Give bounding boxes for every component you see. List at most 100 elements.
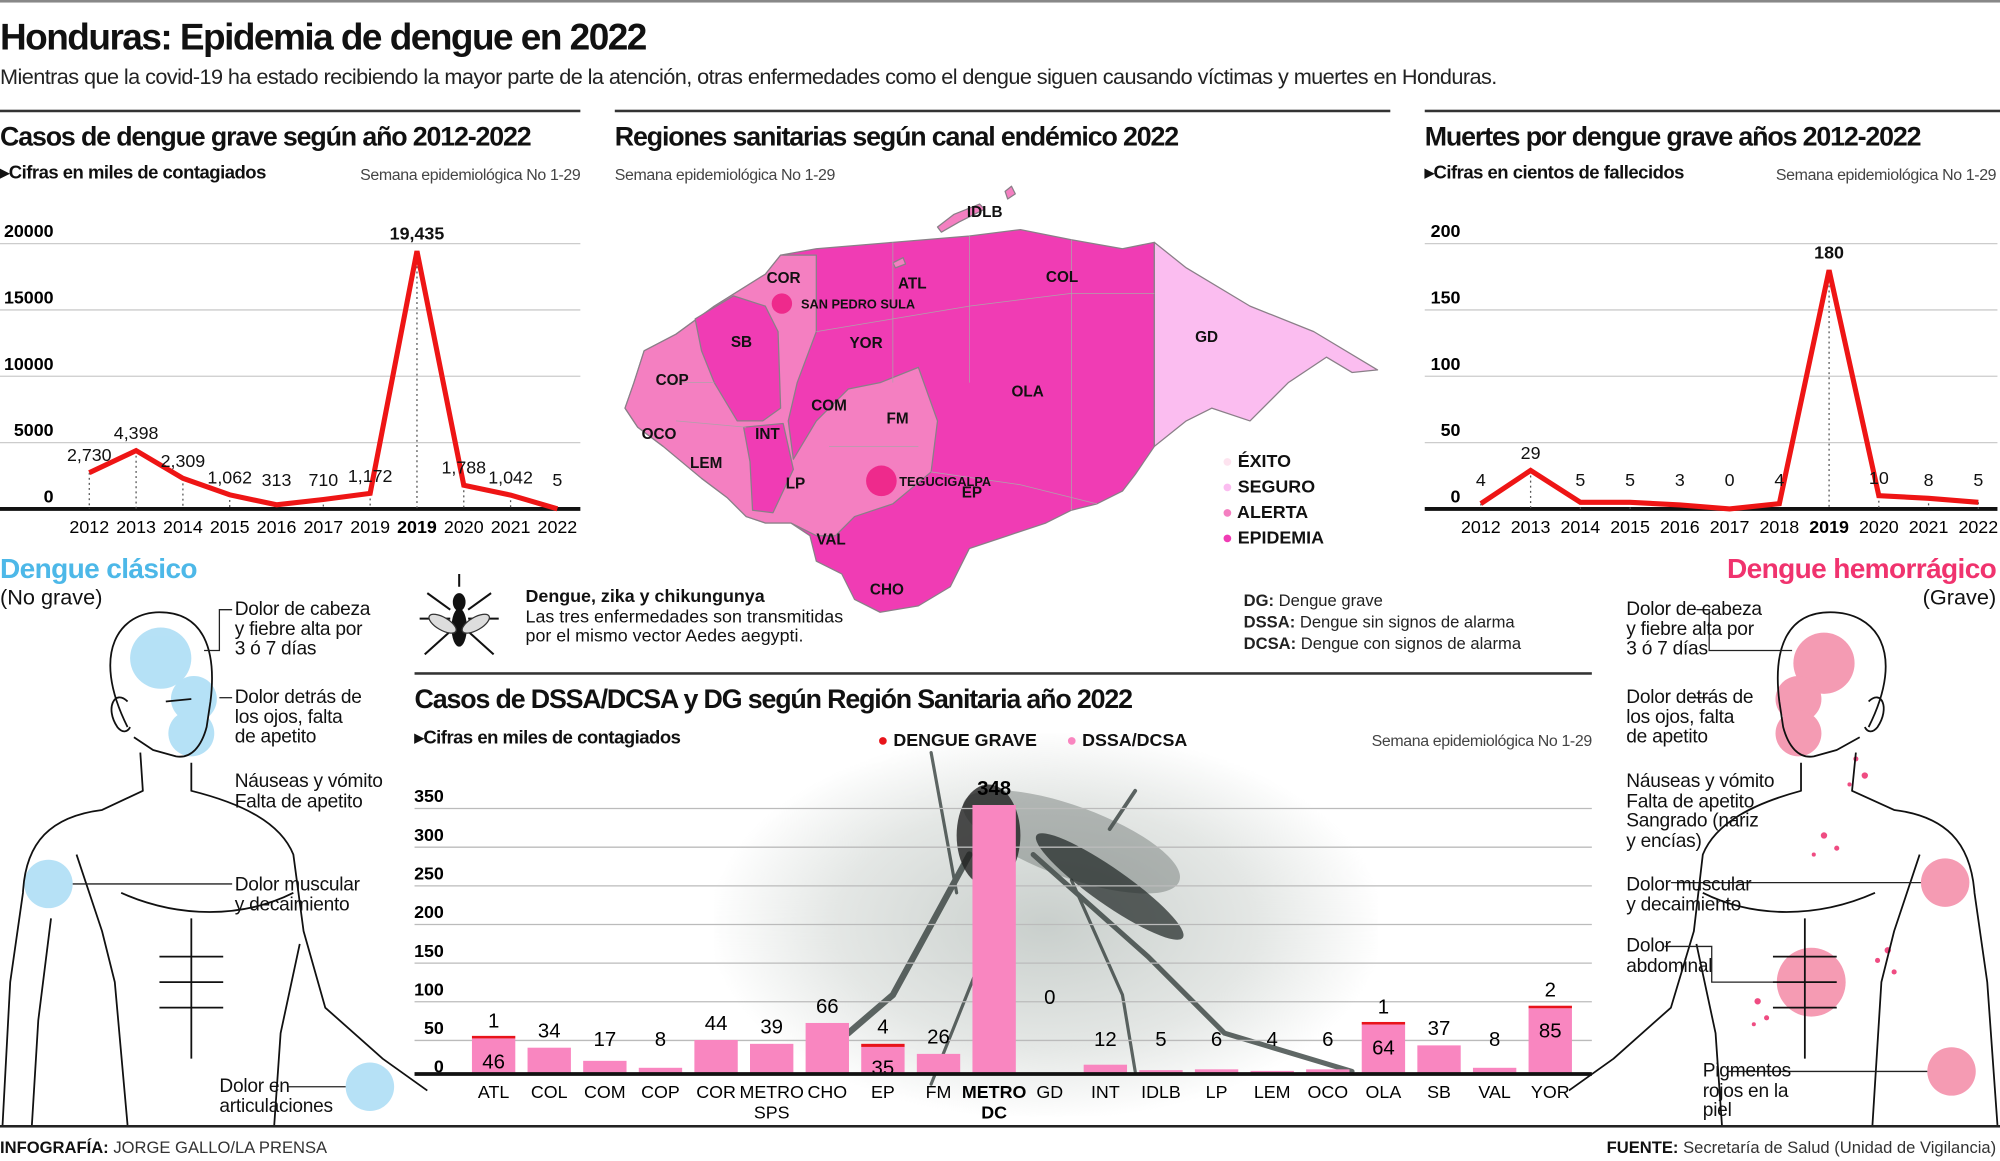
vector-note: Dengue, zika y chikungunya Las tres enfe…: [525, 585, 844, 646]
triangle-icon: ▸: [0, 163, 9, 184]
data-label: 10: [1869, 468, 1889, 488]
data-label: 5: [1973, 470, 1983, 490]
dg-label: 2: [1545, 980, 1556, 1002]
bar-dengue-grave: [861, 1043, 905, 1047]
data-label: 180: [1814, 243, 1844, 263]
region-label: FM: [886, 410, 908, 427]
y-tick-label: 15000: [4, 288, 54, 308]
x-tick-label: 2018: [1759, 517, 1799, 537]
map-title: Regiones sanitarias según canal endémico…: [614, 122, 1179, 152]
dg-label: 1: [488, 1010, 499, 1032]
cases-line-chart: 20000 15000 10000 5000 0 2,730 2012 4,398 2013 2,…: [0, 221, 581, 537]
section-divider: [614, 109, 1391, 113]
x-tick-label: 2020: [1859, 517, 1899, 537]
x-tick-label: YOR: [1531, 1082, 1570, 1102]
legend-item-exito: ● ÉXITO: [1221, 450, 1291, 471]
abbreviation-definitions: DG: Dengue grave DSSA: Dengue sin signos…: [1244, 589, 1521, 654]
legend-dssa-dcsa: ● DSSA/DCSA: [1066, 729, 1188, 750]
bar-dssa-dcsa: [972, 804, 1016, 1074]
y-tick-label: 20000: [4, 221, 54, 241]
symptom-area-skin: [1927, 1047, 1976, 1096]
dssa-label: 348: [977, 778, 1011, 800]
data-label: 313: [262, 470, 292, 490]
region-label: COL: [1046, 269, 1078, 286]
x-tick-label: METRO: [739, 1082, 804, 1102]
x-tick-label: 2012: [69, 517, 109, 537]
bar-dengue-grave: [1361, 1021, 1406, 1025]
data-label: 1,172: [348, 466, 393, 486]
dssa-label: 6: [1322, 1029, 1333, 1051]
dssa-label: 34: [538, 1020, 561, 1042]
y-tick-label: 150: [1431, 288, 1461, 308]
bar-dssa-dcsa: [1528, 1008, 1572, 1074]
symptom-area-eyes: [170, 676, 217, 722]
map-region-gd: [1153, 241, 1379, 448]
dssa-label: 35: [872, 1057, 895, 1079]
y-tick-label: 100: [1431, 354, 1461, 374]
y-tick-label: 200: [414, 902, 444, 922]
map-region-sb: [694, 295, 782, 422]
dssa-label: 64: [1372, 1037, 1395, 1059]
dg-label: 1: [1378, 997, 1389, 1019]
clasico-symptom: Dolor en articulaciones: [219, 1075, 333, 1117]
bar-dssa-dcsa: [1139, 1070, 1183, 1074]
dssa-label: 39: [760, 1017, 783, 1039]
human-figure-clasico: [1, 611, 428, 1125]
deaths-chart-subtitle: ▸Cifras en cientos de fallecidos: [1424, 163, 1685, 184]
bar-dssa-dcsa: [805, 1022, 849, 1074]
y-tick-label: 250: [414, 863, 444, 883]
clasico-leader-lines: [72, 609, 346, 1088]
map-note: Semana epidemiológica No 1-29: [614, 165, 836, 184]
clasico-symptom: Dolor detrás de los ojos, falta de apetito: [234, 686, 362, 748]
x-tick-label: 2014: [163, 517, 203, 537]
x-tick-label: CHO: [807, 1082, 847, 1102]
legend-dot: ●: [1221, 501, 1233, 522]
x-tick-label: 2022: [538, 517, 578, 537]
x-tick-label: 2020: [444, 517, 484, 537]
region-label: VAL: [816, 532, 845, 549]
x-tick-label: COL: [531, 1082, 568, 1102]
bar-dssa-dcsa: [694, 1039, 738, 1074]
cases-chart-title: Casos de dengue grave según año 2012-202…: [0, 122, 532, 152]
data-label: 710: [308, 470, 338, 490]
data-label: 4: [1476, 470, 1486, 490]
x-tick-label: EP: [871, 1082, 895, 1102]
clasico-symptom: Dolor muscular y decaimiento: [234, 873, 360, 916]
legend-item-epidemia: ● EPIDEMIA: [1221, 526, 1325, 548]
x-tick-label: COM: [584, 1082, 626, 1102]
data-label: 1,062: [207, 467, 252, 487]
deaths-chart-note: Semana epidemiológica No 1-29: [1775, 165, 1997, 184]
footer-divider: [0, 1124, 2000, 1127]
legend-dot: ●: [1066, 729, 1078, 750]
x-tick-label: OCO: [1307, 1082, 1348, 1102]
section-divider: [1424, 109, 2000, 113]
map-region-idlb: [1004, 185, 1016, 200]
bar-dengue-grave: [1528, 1005, 1572, 1009]
bar-dssa-dcsa: [638, 1067, 683, 1074]
data-label: 5: [1625, 470, 1635, 490]
bar-dssa-dcsa: [471, 1038, 516, 1074]
x-tick-label: 2017: [303, 517, 343, 537]
y-tick-label: 100: [414, 979, 444, 999]
x-tick-label: 2021: [491, 517, 531, 537]
y-tick-label: 0: [434, 1057, 444, 1077]
symptom-area-mouth: [168, 710, 215, 757]
cases-chart-subtitle: ▸Cifras en miles de contagiados: [0, 163, 266, 184]
x-tick-label: LP: [1206, 1082, 1228, 1102]
bar-dssa-dcsa: [1083, 1064, 1128, 1074]
bar-dssa-dcsa: [1306, 1069, 1350, 1074]
bar-dssa-dcsa: [1417, 1045, 1461, 1074]
dssa-label: 5: [1155, 1029, 1166, 1051]
bar-dssa-dcsa: [1194, 1069, 1239, 1074]
page-subtitle: Mientras que la covid-19 ha estado recib…: [0, 65, 1497, 90]
legend-dot: ●: [1221, 526, 1233, 548]
data-label: 4: [1774, 470, 1784, 490]
x-tick-label: 2022: [1958, 517, 1998, 537]
x-tick-label: DC: [981, 1103, 1007, 1123]
dssa-label: 4: [1267, 1029, 1278, 1051]
triangle-icon: ▸: [414, 728, 424, 749]
bar-chart-note: Semana epidemiológica No 1-29: [1371, 732, 1593, 750]
x-tick-label: 2014: [1561, 517, 1601, 537]
x-tick-label: 2019: [1809, 517, 1849, 537]
region-label: EP: [962, 484, 982, 501]
